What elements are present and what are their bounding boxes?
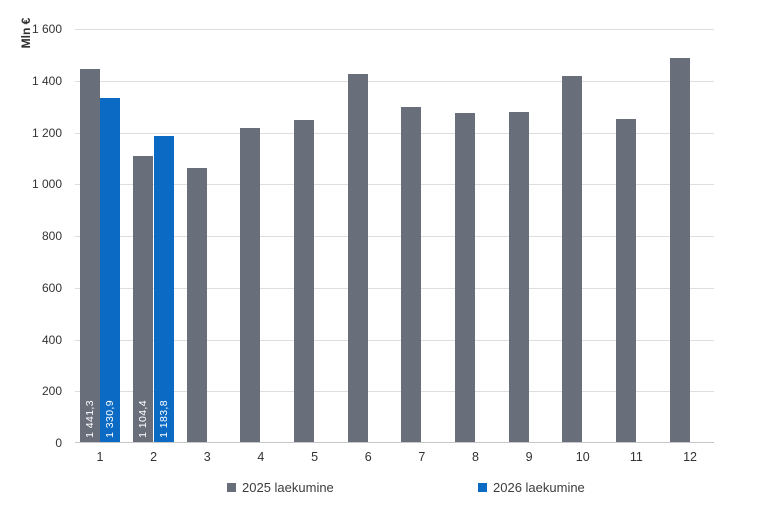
x-tick-label-11: 11 <box>629 450 643 464</box>
x-tick-label-6: 6 <box>364 450 372 464</box>
gridline-600 <box>75 287 714 289</box>
x-tick-label-9: 9 <box>525 450 533 464</box>
bar-2025-month-8 <box>454 112 475 442</box>
x-tick-label-7: 7 <box>418 450 426 464</box>
bar-group-month-3 <box>186 167 228 442</box>
bar-2026-month-2: 1 183,8 <box>153 135 174 442</box>
bar-2025-month-9 <box>508 112 529 442</box>
legend-item-2025: 2025 laekumine <box>227 480 334 495</box>
x-tick-label-1: 1 <box>96 450 104 464</box>
bar-2025-month-5 <box>294 119 315 442</box>
gridline-1600 <box>75 29 714 30</box>
bar-group-month-10 <box>562 75 603 442</box>
bar-group-month-7 <box>401 106 442 442</box>
bar-group-month-2: 1 104,4 1 183,8 <box>133 135 174 442</box>
y-tick-label-0: 0 <box>55 436 62 450</box>
y-tick-label-1000: 1 000 <box>31 177 62 192</box>
x-tick-label-10: 10 <box>575 450 590 464</box>
plot-area: 1 441,3 1 330,9 1 104,4 1 183,8 <box>75 29 714 443</box>
gridline-200 <box>75 391 714 393</box>
bar-2025-month-12 <box>669 57 690 442</box>
bar-2025-month-10 <box>562 75 583 442</box>
x-tick-label-8: 8 <box>471 450 479 464</box>
bar-2025-month-6 <box>347 74 368 442</box>
y-tick-label-200: 200 <box>41 384 62 399</box>
legend-swatch-2026-icon <box>478 483 487 492</box>
bar-2025-month-2: 1 104,4 <box>133 156 154 442</box>
y-tick-label-1400: 1 400 <box>31 73 62 88</box>
bar-group-month-5 <box>294 119 335 442</box>
bar-group-month-1: 1 441,3 1 330,9 <box>79 69 121 442</box>
y-axis-tick-labels: 1 600 1 400 1 200 1 000 800 600 400 200 0 <box>0 0 62 521</box>
legend-item-2026: 2026 laekumine <box>478 480 585 495</box>
legend-swatch-2025-icon <box>227 483 236 492</box>
bar-group-month-6 <box>347 74 389 442</box>
gridline-800 <box>75 236 714 237</box>
x-tick-label-4: 4 <box>257 450 265 464</box>
x-tick-label-3: 3 <box>203 450 211 464</box>
gridline-1000 <box>75 184 714 186</box>
y-tick-label-400: 400 <box>41 332 62 347</box>
legend-label-2026: 2026 laekumine <box>493 480 585 495</box>
x-tick-label-12: 12 <box>683 450 697 464</box>
y-tick-label-600: 600 <box>41 280 62 295</box>
bar-group-month-12 <box>669 57 711 442</box>
bar-2025-month-4 <box>240 127 261 442</box>
bar-group-month-4 <box>240 127 281 442</box>
gridline-1200 <box>75 132 714 134</box>
bar-group-month-8 <box>454 112 496 442</box>
bar-2025-month-7 <box>401 106 422 442</box>
bar-2026-month-1: 1 330,9 <box>100 97 120 442</box>
bar-group-month-11 <box>615 118 657 442</box>
bar-group-month-9 <box>508 112 550 442</box>
legend-label-2025: 2025 laekumine <box>242 480 334 495</box>
bar-2025-month-1: 1 441,3 <box>79 69 100 442</box>
y-tick-label-1200: 1 200 <box>31 125 62 140</box>
gridline-400 <box>75 339 714 341</box>
y-tick-label-800: 800 <box>41 229 62 243</box>
y-tick-label-1600: 1 600 <box>31 22 62 36</box>
bar-2025-month-3 <box>186 167 207 442</box>
gridline-1400 <box>75 80 714 82</box>
bar-2025-month-11 <box>615 118 636 442</box>
x-tick-label-2: 2 <box>150 450 158 464</box>
x-tick-label-5: 5 <box>311 450 319 464</box>
